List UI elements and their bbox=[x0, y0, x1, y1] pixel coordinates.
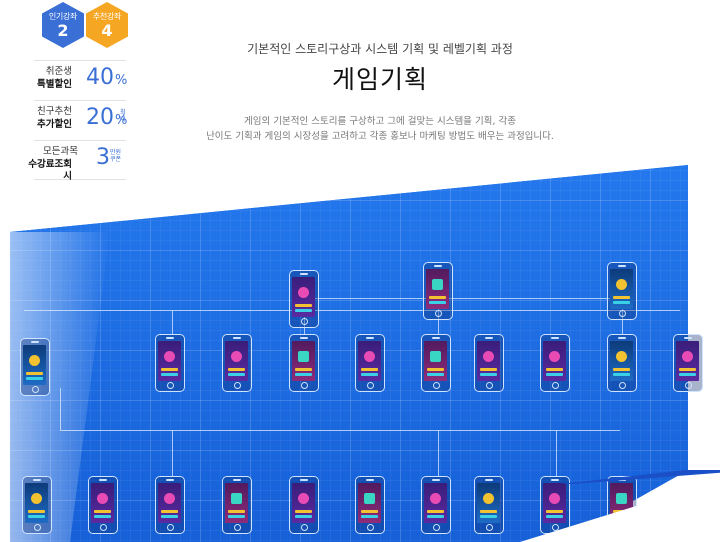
tuition-coupon[interactable]: 모든과목 수강료조회시 3 만원 쿠폰 bbox=[28, 140, 126, 182]
promo-value: 3 bbox=[96, 145, 110, 170]
game-screen-mockup bbox=[421, 476, 451, 534]
promo-label-line1: 친구추천 bbox=[37, 106, 72, 117]
flow-line bbox=[622, 298, 623, 334]
job-seeker-discount[interactable]: 취준생 특별할인 40% bbox=[34, 60, 128, 100]
popular-course-count: 2 bbox=[57, 21, 69, 40]
game-screen-mockup bbox=[289, 334, 319, 392]
game-screen-mockup bbox=[88, 476, 118, 534]
flow-line bbox=[304, 298, 305, 334]
game-screen-mockup bbox=[222, 476, 252, 534]
blueprint-highlight bbox=[10, 232, 110, 542]
game-screen-mockup bbox=[421, 334, 451, 392]
flow-line bbox=[556, 430, 557, 476]
game-screen-mockup bbox=[474, 334, 504, 392]
popular-course-label: 인기강좌 bbox=[48, 12, 78, 21]
flow-line bbox=[438, 430, 439, 476]
course-description-line2: 난이도 기획과 게임의 시장성을 고려하고 각종 홍보나 마케팅 방법도 배우는… bbox=[206, 131, 554, 142]
promo-value: 40% bbox=[86, 65, 128, 90]
decorative-stripe bbox=[560, 470, 720, 484]
game-screen-mockup bbox=[355, 334, 385, 392]
course-title: 게임기획 bbox=[331, 65, 428, 94]
recommended-course-count: 4 bbox=[101, 21, 113, 40]
game-screen-mockup bbox=[222, 334, 252, 392]
promo-value: 20% bbox=[86, 105, 128, 130]
game-screen-mockup bbox=[607, 334, 637, 392]
promo-label-line2: 추가할인 bbox=[37, 119, 72, 130]
game-screen-mockup bbox=[474, 476, 504, 534]
decorative-stripe bbox=[520, 480, 720, 542]
friend-referral-discount[interactable]: 친구추천 추가할인 20% 최대 bbox=[34, 100, 128, 140]
game-screen-mockup bbox=[22, 476, 52, 534]
flow-line bbox=[438, 298, 439, 334]
promo-note: 만원 쿠폰 bbox=[110, 149, 122, 163]
recommended-course-badge[interactable]: 추천강좌 4 bbox=[86, 2, 128, 48]
game-screen-mockup bbox=[289, 476, 319, 534]
popular-course-badge[interactable]: 인기강좌 2 bbox=[42, 2, 84, 48]
game-screen-mockup bbox=[355, 476, 385, 534]
flow-line bbox=[300, 298, 620, 299]
game-screen-mockup bbox=[607, 476, 637, 534]
game-screen-mockup bbox=[20, 338, 50, 396]
course-subtitle: 기본적인 스토리구상과 시스템 기획 및 레벨기획 과정 bbox=[247, 42, 513, 56]
game-screen-mockup bbox=[607, 262, 637, 320]
flow-line bbox=[24, 310, 680, 311]
game-screen-mockup bbox=[673, 334, 703, 392]
promo-label-line2: 수강료조회시 bbox=[28, 159, 72, 182]
game-screen-mockup bbox=[540, 334, 570, 392]
promo-note: 최대 bbox=[120, 109, 126, 123]
flow-line bbox=[172, 310, 173, 334]
course-description-line1: 게임의 기본적인 스토리를 구상하고 그에 걸맞는 시스템을 기획, 각종 bbox=[244, 116, 516, 127]
game-screen-mockup bbox=[155, 476, 185, 534]
promo-sidebar: 인기강좌 2 추천강좌 4 취준생 특별할인 40% 친구추천 추가할인 20%… bbox=[0, 0, 128, 182]
promo-label-line1: 모든과목 bbox=[43, 146, 78, 157]
promo-label-line1: 취준생 bbox=[45, 66, 72, 77]
flow-line bbox=[60, 430, 620, 431]
flow-line bbox=[60, 388, 61, 430]
flow-line bbox=[172, 430, 173, 476]
game-screen-mockup bbox=[423, 262, 453, 320]
game-screen-mockup bbox=[540, 476, 570, 534]
promo-label-line2: 특별할인 bbox=[37, 79, 72, 90]
game-screen-mockup bbox=[155, 334, 185, 392]
game-screen-mockup bbox=[289, 270, 319, 328]
recommended-course-label: 추천강좌 bbox=[92, 12, 122, 21]
